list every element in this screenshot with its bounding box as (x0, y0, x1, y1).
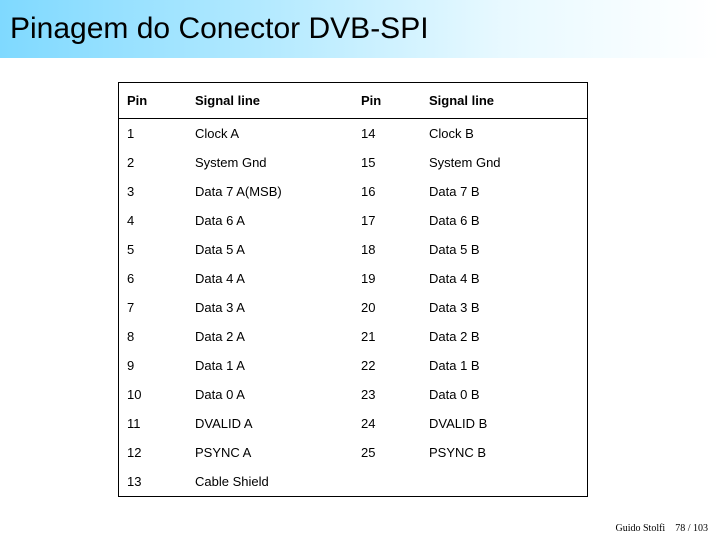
table-header-row: Pin Signal line Pin Signal line (119, 82, 587, 119)
cell-pin-a: 5 (119, 235, 187, 264)
cell-pin-b: 16 (353, 177, 421, 206)
header-signal-a: Signal line (187, 83, 353, 118)
cell-signal-b: Data 3 B (421, 293, 587, 322)
title-bar: Pinagem do Conector DVB-SPI (0, 0, 720, 58)
cell-signal-a: System Gnd (187, 148, 353, 177)
table-row: 3Data 7 A(MSB)16Data 7 B (119, 177, 587, 206)
cell-pin-a: 4 (119, 206, 187, 235)
slide-footer: Guido Stolfi 78 / 103 (615, 523, 708, 534)
cell-signal-a: Data 1 A (187, 351, 353, 380)
cell-signal-a: PSYNC A (187, 438, 353, 467)
cell-signal-b: Data 7 B (421, 177, 587, 206)
cell-signal-b: DVALID B (421, 409, 587, 438)
cell-pin-b: 18 (353, 235, 421, 264)
cell-pin-a: 1 (119, 119, 187, 148)
cell-signal-b: Data 4 B (421, 264, 587, 293)
cell-signal-a: Data 7 A(MSB) (187, 177, 353, 206)
cell-signal-a: Data 0 A (187, 380, 353, 409)
cell-pin-b: 14 (353, 119, 421, 148)
cell-signal-a: Data 2 A (187, 322, 353, 351)
cell-pin-b: 23 (353, 380, 421, 409)
cell-pin-b: 17 (353, 206, 421, 235)
cell-signal-a: Data 3 A (187, 293, 353, 322)
cell-signal-a: Data 4 A (187, 264, 353, 293)
table-row: 1Clock A14Clock B (119, 119, 587, 148)
cell-signal-b: System Gnd (421, 148, 587, 177)
header-pin-a: Pin (119, 83, 187, 118)
cell-signal-a: Data 6 A (187, 206, 353, 235)
slide-title: Pinagem do Conector DVB-SPI (10, 12, 429, 46)
header-pin-b: Pin (353, 83, 421, 118)
table-row: 8Data 2 A21Data 2 B (119, 322, 587, 351)
cell-signal-b: Data 6 B (421, 206, 587, 235)
cell-signal-a: DVALID A (187, 409, 353, 438)
pinout-table: Pin Signal line Pin Signal line 1Clock A… (118, 82, 588, 497)
cell-signal-a: Cable Shield (187, 467, 353, 496)
cell-pin-a: 7 (119, 293, 187, 322)
cell-signal-b: Data 5 B (421, 235, 587, 264)
cell-pin-b: 24 (353, 409, 421, 438)
table-row: 11DVALID A24DVALID B (119, 409, 587, 438)
cell-signal-b (421, 467, 587, 496)
table-row: 13Cable Shield (119, 467, 587, 496)
table-body: 1Clock A14Clock B2System Gnd15System Gnd… (119, 119, 587, 497)
cell-pin-a: 12 (119, 438, 187, 467)
cell-pin-a: 11 (119, 409, 187, 438)
cell-signal-b: PSYNC B (421, 438, 587, 467)
cell-pin-a: 6 (119, 264, 187, 293)
cell-pin-a: 9 (119, 351, 187, 380)
cell-pin-b: 15 (353, 148, 421, 177)
cell-pin-b: 22 (353, 351, 421, 380)
cell-signal-b: Data 2 B (421, 322, 587, 351)
cell-pin-b (353, 467, 421, 496)
cell-signal-a: Data 5 A (187, 235, 353, 264)
table-row: 9Data 1 A22Data 1 B (119, 351, 587, 380)
cell-pin-a: 8 (119, 322, 187, 351)
cell-pin-b: 21 (353, 322, 421, 351)
cell-pin-b: 20 (353, 293, 421, 322)
cell-signal-b: Clock B (421, 119, 587, 148)
cell-pin-b: 19 (353, 264, 421, 293)
cell-pin-a: 10 (119, 380, 187, 409)
table-row: 2System Gnd15System Gnd (119, 148, 587, 177)
table-row: 12PSYNC A25PSYNC B (119, 438, 587, 467)
cell-pin-a: 3 (119, 177, 187, 206)
table-row: 10Data 0 A23Data 0 B (119, 380, 587, 409)
footer-author: Guido Stolfi (615, 523, 665, 534)
cell-pin-b: 25 (353, 438, 421, 467)
cell-pin-a: 13 (119, 467, 187, 496)
footer-page-number: 78 / 103 (675, 523, 708, 534)
table-row: 6Data 4 A19Data 4 B (119, 264, 587, 293)
table-row: 5Data 5 A18Data 5 B (119, 235, 587, 264)
cell-pin-a: 2 (119, 148, 187, 177)
cell-signal-b: Data 1 B (421, 351, 587, 380)
table-row: 7Data 3 A20Data 3 B (119, 293, 587, 322)
cell-signal-b: Data 0 B (421, 380, 587, 409)
table-row: 4Data 6 A17Data 6 B (119, 206, 587, 235)
header-signal-b: Signal line (421, 83, 587, 118)
cell-signal-a: Clock A (187, 119, 353, 148)
